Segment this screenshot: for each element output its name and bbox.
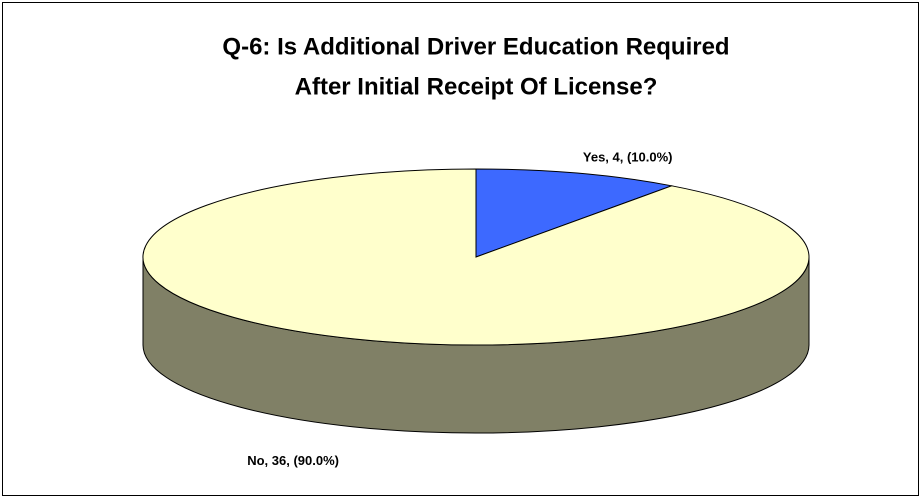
pie-slice	[142, 168, 810, 346]
pie-slice	[475, 168, 674, 258]
data-label: Yes, 4, (10.0%)	[583, 150, 673, 165]
chart-title: After Initial Receipt Of License?	[295, 73, 658, 100]
data-label: No, 36, (90.0%)	[247, 453, 339, 468]
chart-title: Q-6: Is Additional Driver Education Requ…	[222, 33, 729, 60]
